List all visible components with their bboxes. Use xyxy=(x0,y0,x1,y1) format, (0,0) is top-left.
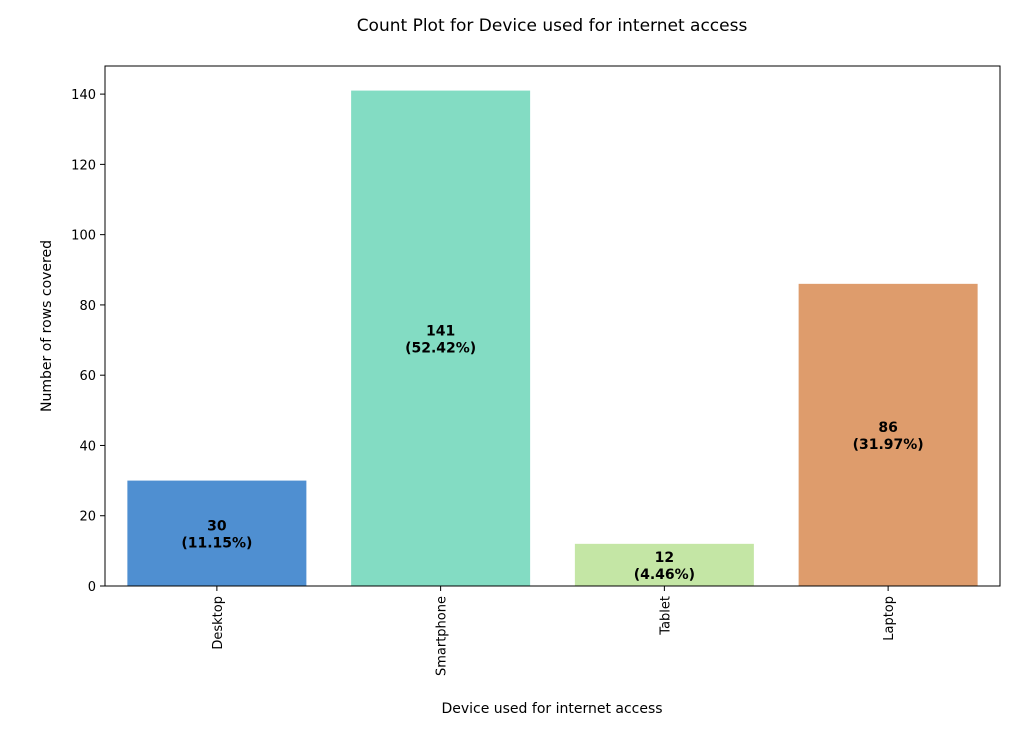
x-tick-label-desktop: Desktop xyxy=(211,596,226,650)
x-tick-label-laptop: Laptop xyxy=(882,596,897,641)
y-axis: 0 20 40 60 80 100 120 140 xyxy=(71,88,105,595)
data-label-desktop-percent: (11.15%) xyxy=(181,535,252,551)
data-label-desktop-count: 30 xyxy=(207,518,227,534)
x-tick-label-smartphone: Smartphone xyxy=(435,596,450,676)
y-tick-label-40: 40 xyxy=(79,439,96,454)
y-tick-label-0: 0 xyxy=(88,580,96,595)
bar-laptop xyxy=(798,283,978,586)
bars-group: 30(11.15%) 141(52.42%) 12(4.46%) 86(31.97%) xyxy=(127,90,978,586)
x-axis: Desktop Smartphone Tablet Laptop xyxy=(211,586,897,676)
plot-frame xyxy=(104,65,1001,587)
bar-smartphone xyxy=(351,90,531,586)
chart-title: Count Plot for Device used for internet … xyxy=(357,16,748,36)
data-label-tablet-count: 12 xyxy=(655,550,674,566)
data-label-laptop-percent: (31.97%) xyxy=(853,437,924,453)
bar-tablet xyxy=(574,543,754,586)
y-tick-label-120: 120 xyxy=(71,158,96,173)
y-tick-label-60: 60 xyxy=(79,369,96,384)
x-tick-label-tablet: Tablet xyxy=(658,596,673,636)
y-axis-label: Number of rows covered xyxy=(39,240,55,412)
y-tick-label-20: 20 xyxy=(79,510,96,525)
data-label-tablet-percent: (4.46%) xyxy=(634,567,695,583)
y-tick-label-100: 100 xyxy=(71,229,96,244)
y-tick-label-80: 80 xyxy=(79,299,96,314)
data-label-smartphone-percent: (52.42%) xyxy=(405,340,476,356)
data-label-laptop-count: 86 xyxy=(878,420,897,436)
bar-desktop xyxy=(127,480,307,586)
y-tick-label-140: 140 xyxy=(71,88,96,103)
data-label-smartphone-count: 141 xyxy=(426,323,455,339)
x-axis-label: Device used for internet access xyxy=(441,701,662,717)
